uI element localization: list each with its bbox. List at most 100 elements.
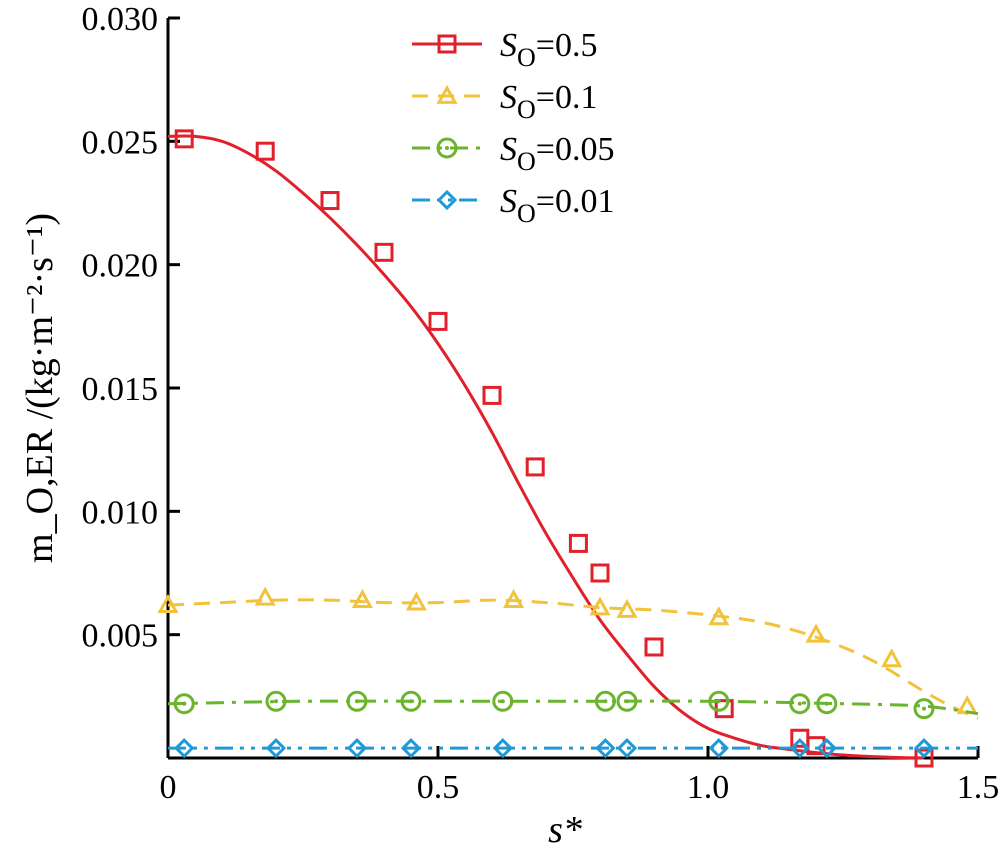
data-point-triangle xyxy=(254,586,276,606)
x-tick-label: 1.0 xyxy=(687,769,730,806)
legend-label-base: S xyxy=(500,183,517,220)
legend-label-base: S xyxy=(500,131,517,168)
data-point-triangle xyxy=(881,648,903,668)
data-point-circle xyxy=(789,693,811,715)
data-point-square xyxy=(320,191,340,211)
data-point-circle-dot xyxy=(716,699,721,704)
data-point-square xyxy=(174,129,194,149)
legend-item: SO=0.05 xyxy=(412,131,614,176)
legend-label-base: S xyxy=(500,27,517,64)
data-point-square xyxy=(255,141,275,161)
data-point-diamond xyxy=(265,738,287,759)
data-point-diamond xyxy=(595,738,616,759)
data-point-square xyxy=(568,533,588,553)
data-point-circle xyxy=(913,698,935,720)
data-point-triangle xyxy=(708,606,730,626)
legend-item: SO=0.1 xyxy=(412,79,597,124)
data-point-diamond xyxy=(789,738,810,759)
data-point-triangle xyxy=(157,593,179,613)
data-point-circle-dot xyxy=(603,699,608,704)
data-point-diamond xyxy=(913,738,935,759)
chart-axis-labels: s* m_O,ER /(kg·m⁻²·s⁻¹) xyxy=(19,213,582,851)
legend-label-subscript: O xyxy=(517,95,536,124)
data-point-diamond xyxy=(346,738,368,759)
data-point-diamond xyxy=(400,738,422,759)
data-point-circle xyxy=(400,690,422,712)
data-point-triangle xyxy=(351,589,373,609)
series-2 xyxy=(167,690,979,720)
series-line xyxy=(167,699,979,716)
data-point-circle xyxy=(816,693,838,715)
data-point-square xyxy=(806,736,826,756)
data-point-circle-dot xyxy=(409,699,413,704)
data-point-circle xyxy=(173,693,195,715)
x-tick-label: 1.5 xyxy=(957,769,1000,806)
legend-label-value: =0.01 xyxy=(536,183,615,220)
data-point-circle-dot xyxy=(500,699,505,704)
y-tick-label: 0.010 xyxy=(82,494,159,531)
data-point-circle-dot xyxy=(824,701,829,706)
data-point-circle-dot xyxy=(625,699,629,704)
data-point-diamond xyxy=(492,738,513,759)
legend-label: SO=0.5 xyxy=(500,27,597,72)
x-axis-label: s* xyxy=(548,809,582,851)
data-point-diamond xyxy=(174,738,195,759)
y-axis-label: m_O,ER /(kg·m⁻²·s⁻¹) xyxy=(19,213,61,563)
y-tick-label: 0.020 xyxy=(82,248,159,285)
data-point-circle xyxy=(346,690,368,712)
legend-label: SO=0.01 xyxy=(500,183,614,228)
data-point-square xyxy=(437,34,457,54)
data-point-triangle xyxy=(503,589,525,609)
data-point-circle xyxy=(265,690,287,712)
x-tick-label: 0 xyxy=(160,769,177,806)
data-point-square xyxy=(374,242,394,262)
data-point-diamond xyxy=(816,738,837,759)
y-tick-label: 0.025 xyxy=(82,124,159,161)
data-point-triangle xyxy=(405,591,427,611)
data-point-circle-dot xyxy=(274,699,278,704)
y-tick-label: 0.030 xyxy=(82,1,159,38)
data-point-circle-dot xyxy=(355,699,359,704)
data-point-circle-dot xyxy=(445,146,449,150)
legend-label-subscript: O xyxy=(517,147,536,176)
data-point-diamond xyxy=(436,189,458,211)
data-point-circle xyxy=(616,690,638,712)
data-point-square xyxy=(482,385,502,405)
legend-label-value: =0.1 xyxy=(536,79,598,116)
x-tick-label: 0.5 xyxy=(417,769,460,806)
data-point-circle xyxy=(594,690,616,712)
data-point-circle-dot xyxy=(797,701,802,706)
data-point-circle-dot xyxy=(182,701,187,706)
legend-label-value: =0.5 xyxy=(536,27,598,64)
series-line xyxy=(167,598,979,720)
data-point-circle xyxy=(492,690,514,712)
data-point-triangle xyxy=(805,623,827,643)
legend-label-subscript: O xyxy=(517,199,536,228)
data-point-triangle xyxy=(616,598,638,618)
data-point-square xyxy=(590,563,610,583)
y-tick-label: 0.005 xyxy=(82,618,159,655)
chart-series-layer xyxy=(157,129,979,768)
series-3 xyxy=(168,738,978,759)
data-point-triangle xyxy=(436,84,458,104)
data-point-circle xyxy=(436,137,458,159)
legend-label-base: S xyxy=(500,79,517,116)
data-point-diamond xyxy=(616,738,638,759)
series-0 xyxy=(167,129,934,768)
data-point-diamond xyxy=(708,738,729,759)
legend-item: SO=0.01 xyxy=(412,183,614,228)
data-point-square xyxy=(644,637,664,657)
data-point-square xyxy=(428,311,448,331)
data-point-square xyxy=(525,457,545,477)
data-point-triangle xyxy=(589,596,611,616)
legend-label-value: =0.05 xyxy=(536,131,615,168)
data-point-circle-dot xyxy=(922,706,926,711)
series-1 xyxy=(157,586,979,720)
chart-axes: 0 0.5 1.0 1.5 0.005 0.010 0.015 0.020 0.025 0.030 xyxy=(82,1,1000,806)
legend-item: SO=0.5 xyxy=(412,27,597,72)
data-point-square xyxy=(914,748,934,768)
legend-label: SO=0.05 xyxy=(500,131,614,176)
legend-label: SO=0.1 xyxy=(500,79,597,124)
